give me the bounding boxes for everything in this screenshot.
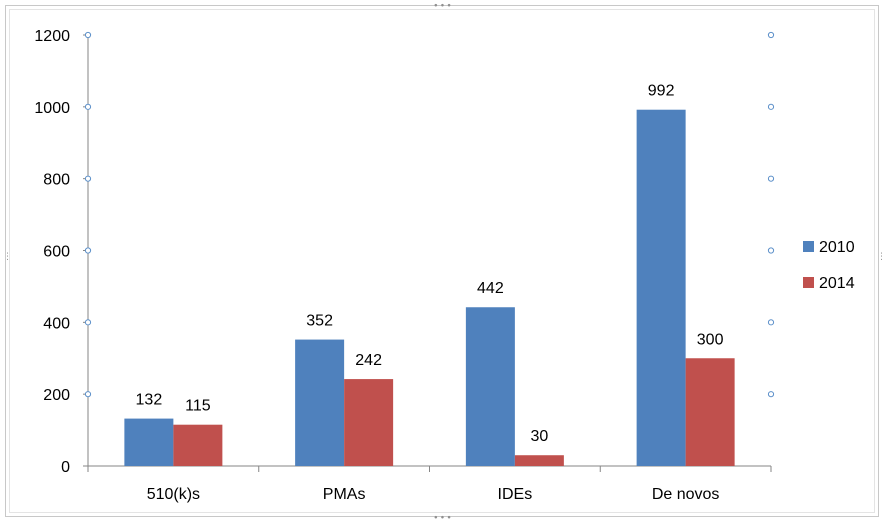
bar-2010 (124, 418, 174, 466)
y-axis: 0 200 400 600 800 1000 1200 (34, 28, 89, 476)
data-label: 132 (136, 392, 163, 409)
resize-handle-bottom[interactable]: ∙∙∙ (433, 513, 453, 523)
selection-handle (84, 319, 92, 326)
selection-handle (767, 103, 775, 110)
bar-2010 (295, 339, 345, 466)
x-tick-label: PMAs (323, 486, 366, 503)
bar-2014 (344, 379, 394, 466)
data-label: 242 (355, 352, 382, 369)
y-tick-label: 400 (43, 315, 70, 332)
selection-handle (84, 391, 92, 398)
data-label: 115 (185, 398, 211, 415)
bar-2014 (173, 424, 223, 466)
bar-2010 (636, 109, 686, 466)
selection-handle (84, 175, 92, 182)
y-tick-label: 0 (61, 459, 70, 476)
legend-label: 2014 (819, 275, 855, 292)
x-tick-label: 510(k)s (147, 486, 200, 503)
bar-2010 (465, 307, 515, 466)
x-axis: 510(k)s PMAs IDEs De novos (87, 465, 772, 503)
x-tick-label: De novos (652, 486, 720, 503)
selection-handles (84, 31, 775, 398)
y-tick-label: 800 (43, 172, 70, 189)
legend-swatch (803, 277, 814, 288)
legend-swatch (803, 241, 814, 252)
resize-handle-right[interactable]: ⋮ (877, 252, 884, 262)
data-label: 442 (477, 280, 504, 297)
selection-handle (84, 103, 92, 110)
selection-handle (767, 247, 775, 254)
resize-handle-top[interactable]: ∙∙∙ (433, 1, 453, 11)
y-tick-label: 1000 (34, 100, 70, 117)
selection-handle (767, 175, 775, 182)
bar-2014 (514, 455, 564, 466)
legend-label: 2010 (819, 239, 855, 256)
y-tick-label: 600 (43, 244, 70, 261)
legend: 2010 2014 (803, 239, 855, 292)
data-label: 992 (648, 83, 675, 100)
bars (124, 109, 735, 466)
selection-handle (84, 247, 92, 254)
selection-handle (84, 31, 92, 39)
data-label: 300 (697, 331, 724, 348)
y-tick-label: 200 (43, 387, 70, 404)
selection-handle (767, 319, 775, 326)
bar-2014 (685, 358, 735, 466)
selection-handle (767, 31, 775, 39)
data-label: 30 (530, 428, 548, 445)
selection-handle (767, 391, 775, 398)
data-label: 352 (306, 313, 333, 330)
x-tick-label: IDEs (498, 486, 533, 503)
data-labels: 132 352 442 992 115 242 30 300 (136, 83, 724, 446)
y-tick-label: 1200 (34, 28, 70, 45)
